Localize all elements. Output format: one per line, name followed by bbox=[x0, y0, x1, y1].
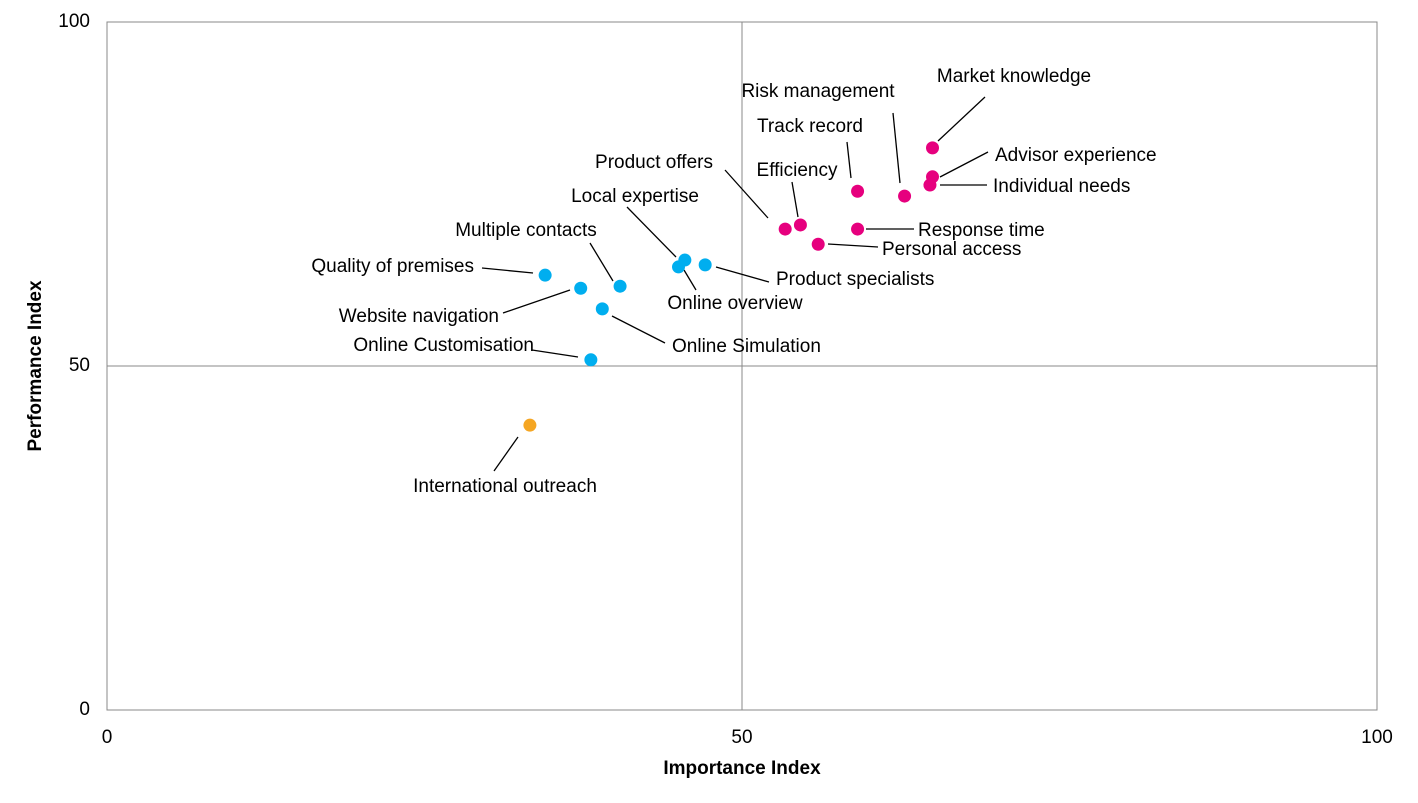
scatter-point bbox=[898, 189, 912, 203]
scatter-point bbox=[851, 222, 865, 236]
x-tick-label: 0 bbox=[102, 727, 113, 748]
x-tick-label: 100 bbox=[1361, 727, 1393, 748]
point-label: Risk management bbox=[741, 81, 895, 102]
scatter-point bbox=[793, 218, 807, 232]
leader-line bbox=[827, 243, 879, 248]
scatter-point bbox=[926, 141, 939, 155]
scatter-point bbox=[923, 178, 937, 192]
leader-line bbox=[791, 181, 799, 218]
scatter-point bbox=[584, 353, 598, 367]
scatter-point bbox=[678, 253, 692, 267]
point-label: Individual needs bbox=[993, 176, 1130, 197]
x-axis-title: Importance Index bbox=[663, 758, 821, 779]
point-label: Advisor experience bbox=[995, 145, 1157, 166]
leader-line bbox=[939, 151, 989, 178]
y-tick-label: 100 bbox=[58, 11, 90, 32]
scatter-point bbox=[851, 184, 865, 198]
y-tick-label: 0 bbox=[79, 699, 90, 720]
point-label: Online Customisation bbox=[353, 335, 534, 356]
leader-line bbox=[531, 349, 579, 358]
point-label: Track record bbox=[757, 116, 863, 137]
leader-line bbox=[724, 169, 769, 219]
scatter-point bbox=[778, 222, 792, 236]
x-tick-label: 50 bbox=[731, 727, 752, 748]
point-label: Personal access bbox=[882, 239, 1021, 260]
y-axis-title: Performance Index bbox=[25, 280, 46, 451]
leader-line bbox=[846, 141, 852, 179]
leader-line bbox=[626, 206, 677, 258]
leader-line bbox=[892, 112, 901, 184]
scatter-point bbox=[595, 302, 609, 316]
point-label: Online overview bbox=[667, 293, 802, 314]
point-label: Product specialists bbox=[776, 269, 934, 290]
scatter-point bbox=[574, 281, 588, 295]
leader-line bbox=[493, 436, 519, 472]
scatter-point bbox=[698, 258, 712, 272]
leader-line bbox=[683, 269, 697, 291]
point-label: Efficiency bbox=[757, 160, 838, 181]
point-label: Product offers bbox=[595, 152, 713, 173]
leader-line bbox=[611, 315, 666, 344]
point-label: Market knowledge bbox=[937, 66, 1091, 87]
point-label: International outreach bbox=[413, 476, 597, 497]
point-label: Quality of premises bbox=[311, 256, 474, 277]
point-label: Online Simulation bbox=[672, 336, 821, 357]
point-label: Local expertise bbox=[571, 186, 699, 207]
scatter-point bbox=[523, 418, 537, 432]
scatter-point bbox=[811, 237, 825, 251]
point-label: Response time bbox=[918, 220, 1045, 241]
scatter-point bbox=[538, 268, 552, 282]
leader-line bbox=[589, 242, 614, 282]
y-tick-label: 50 bbox=[69, 355, 90, 376]
leader-line bbox=[502, 289, 571, 314]
scatter-point bbox=[613, 279, 627, 293]
leader-line bbox=[937, 96, 986, 142]
point-label: Multiple contacts bbox=[455, 220, 597, 241]
leader-line bbox=[481, 267, 534, 274]
leader-line bbox=[715, 266, 770, 283]
point-label: Website navigation bbox=[339, 306, 499, 327]
